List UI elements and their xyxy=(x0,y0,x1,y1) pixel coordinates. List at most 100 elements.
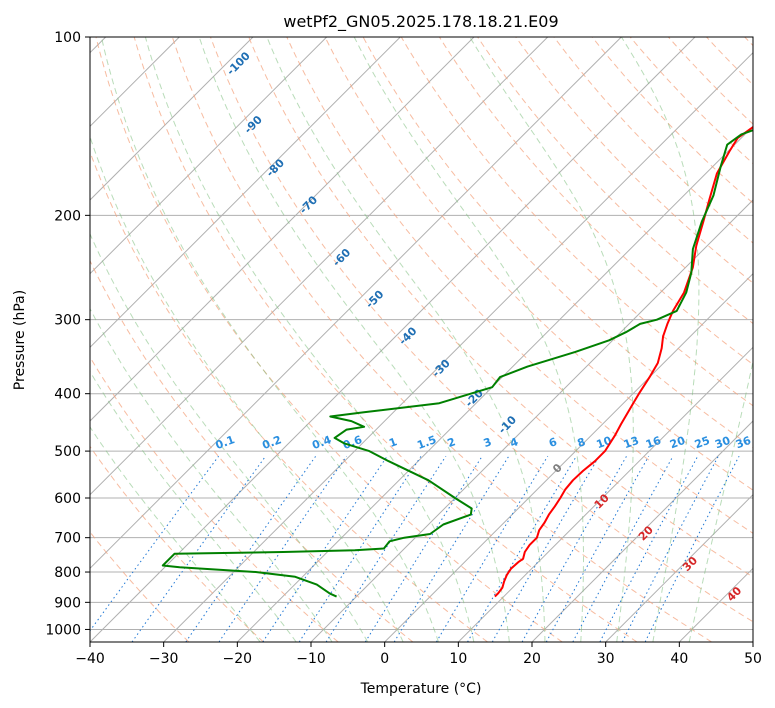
dry-adiabat xyxy=(668,37,753,125)
isotherm-label: 30 xyxy=(680,554,700,574)
y-tick-label: 300 xyxy=(54,313,81,329)
moist-adiabat xyxy=(90,426,261,642)
moist-adiabat xyxy=(198,37,510,642)
mixing-ratio-line xyxy=(644,455,740,642)
dry-adiabat xyxy=(95,37,563,642)
mixing-ratio-label: 4 xyxy=(508,435,520,450)
moist-adiabat xyxy=(100,37,439,642)
x-tick-label: 0 xyxy=(380,651,389,667)
mixing-ratio-line xyxy=(185,455,317,642)
dry-adiabat xyxy=(515,37,753,284)
chart-title: wetPf2_GN05.2025.178.18.21.E09 xyxy=(283,12,558,32)
x-tick-label: −30 xyxy=(149,651,179,667)
dry-adiabat xyxy=(744,37,753,47)
isotherm-gridline xyxy=(90,37,475,422)
mixing-ratio-label: 1.5 xyxy=(415,433,438,452)
isotherm-gridline xyxy=(384,272,753,642)
dry-adiabat xyxy=(629,37,753,165)
isotherm-label: 20 xyxy=(636,523,656,543)
mixing-ratio-line xyxy=(262,455,388,642)
isotherm-gridline xyxy=(236,125,753,642)
y-tick-label: 400 xyxy=(54,387,81,403)
dry-adiabat xyxy=(706,37,753,86)
moist-adiabat xyxy=(90,135,404,642)
isotherm-gridline xyxy=(90,37,622,570)
x-tick-label: 10 xyxy=(449,651,467,667)
mixing-ratio-line xyxy=(298,455,422,642)
mixing-ratio-label: 0.1 xyxy=(214,433,237,452)
y-tick-label: 200 xyxy=(54,208,81,224)
isotherm-gridline xyxy=(531,420,753,642)
isotherm-label: -100 xyxy=(224,49,253,78)
isotherm-label: -60 xyxy=(330,246,353,269)
y-tick-label: 900 xyxy=(54,595,81,611)
moist-adiabat xyxy=(144,37,475,642)
moist-adiabat xyxy=(266,37,546,642)
moist-adiabat xyxy=(688,359,753,642)
isotherm-gridline xyxy=(90,37,254,201)
mixing-ratio-line xyxy=(545,455,650,642)
dry-adiabat xyxy=(210,37,753,623)
dry-adiabat xyxy=(248,37,753,578)
isotherm-label: -40 xyxy=(396,324,419,347)
dry-adiabat xyxy=(438,37,753,366)
mixing-ratio-label: 2 xyxy=(446,435,458,450)
moist-adiabat xyxy=(469,37,634,642)
isotherm-gridline xyxy=(90,37,549,496)
mixing-ratio-label: 3 xyxy=(482,435,494,450)
x-axis-title: Temperature (°C) xyxy=(360,681,482,697)
isotherm-gridline xyxy=(90,37,401,349)
isotherm-gridline xyxy=(90,37,328,275)
y-axis-title: Pressure (hPa) xyxy=(12,290,28,390)
mixing-ratio-label: 20 xyxy=(668,434,687,452)
isotherm-label: 0 xyxy=(550,461,565,476)
dry-adiabat xyxy=(400,37,753,407)
mixing-ratio-line xyxy=(599,455,699,642)
y-tick-label: 100 xyxy=(54,30,81,46)
mixing-ratio-label: 16 xyxy=(644,434,663,452)
isotherm-gridline xyxy=(678,567,753,642)
mixing-ratio-label: 30 xyxy=(713,434,732,452)
dry-adiabat xyxy=(553,37,753,244)
dry-adiabat xyxy=(90,531,190,642)
isotherm-gridline xyxy=(163,51,753,642)
dry-adiabat xyxy=(477,37,753,325)
isotherm-label: -30 xyxy=(430,356,453,379)
mixing-ratio-line xyxy=(218,455,347,642)
dry-adiabat xyxy=(171,37,712,642)
isotherm-label: -80 xyxy=(264,156,287,179)
mixing-ratio-label: 0.4 xyxy=(310,433,333,452)
isotherm-gridline xyxy=(310,199,753,642)
mixing-ratio-line xyxy=(325,455,447,642)
y-tick-label: 1000 xyxy=(45,622,81,638)
mixing-ratio-label: 0.2 xyxy=(260,433,283,452)
mixing-ratio-label: 10 xyxy=(595,434,614,452)
dry-adiabat xyxy=(324,37,753,491)
x-tick-label: 20 xyxy=(523,651,541,667)
y-tick-label: 800 xyxy=(54,565,81,581)
isotherm-gridline xyxy=(90,37,696,642)
x-tick-label: 40 xyxy=(670,651,688,667)
temperature-profile xyxy=(494,125,753,598)
mixing-ratio-label: 25 xyxy=(693,434,712,451)
isotherm-gridline xyxy=(605,493,753,642)
mixing-ratio-label: 13 xyxy=(622,434,641,451)
dry-adiabat xyxy=(90,445,264,642)
x-axis: −40 −30 −20 −10 0 10 20 30 40 50 xyxy=(75,642,762,667)
mixing-ratio-line xyxy=(572,455,674,642)
dry-adiabat xyxy=(362,37,753,449)
isotherm-label: 10 xyxy=(592,491,612,511)
mixing-ratio-line xyxy=(393,455,510,642)
isotherm-label: -10 xyxy=(496,413,519,436)
moist-adiabat xyxy=(90,307,333,642)
mixing-ratio-line xyxy=(90,455,220,632)
mixing-ratio-label: 36 xyxy=(734,434,753,452)
x-tick-label: 30 xyxy=(597,651,615,667)
x-tick-label: −10 xyxy=(296,651,326,667)
profile-lines xyxy=(161,125,753,598)
isotherm-gridline xyxy=(752,641,753,642)
y-tick-label: 700 xyxy=(54,531,81,547)
line-labels: 0.1 0.2 0.4 0.6 1 1.5 2 3 4 6 8 10 13 16 20 25 30 36-100-… xyxy=(214,49,753,604)
